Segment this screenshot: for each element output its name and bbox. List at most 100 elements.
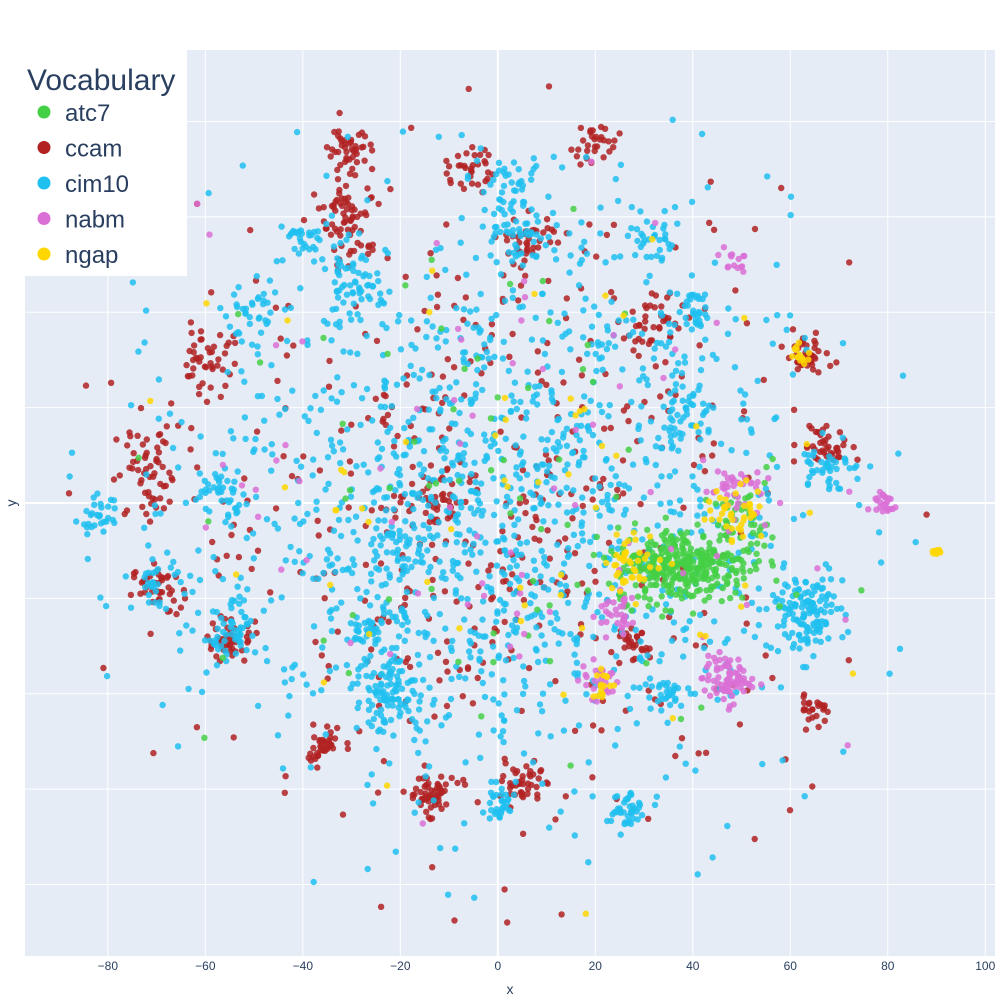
data-point <box>732 589 739 596</box>
data-point <box>625 446 632 453</box>
data-point <box>491 440 498 447</box>
data-point <box>399 128 407 135</box>
data-point <box>576 458 583 466</box>
data-point <box>201 637 209 644</box>
legend-item-ngap[interactable]: ngap <box>37 242 119 269</box>
data-point <box>152 510 159 518</box>
data-point <box>511 532 518 539</box>
data-point <box>320 317 328 325</box>
data-point <box>198 688 206 696</box>
data-point <box>625 485 633 492</box>
data-point <box>562 697 569 704</box>
data-point <box>242 435 249 443</box>
data-point <box>741 314 748 322</box>
data-point <box>703 488 710 495</box>
data-point <box>400 555 407 562</box>
data-point <box>714 696 721 703</box>
data-point <box>442 338 449 345</box>
data-point <box>739 594 746 601</box>
data-point <box>697 611 704 619</box>
data-point <box>464 601 471 608</box>
data-point <box>254 351 261 358</box>
data-point <box>659 613 666 620</box>
data-point <box>444 515 451 522</box>
data-point <box>516 179 523 186</box>
data-point <box>327 581 334 589</box>
data-point <box>692 767 699 774</box>
data-point <box>764 491 771 498</box>
data-point <box>630 552 637 559</box>
data-point <box>488 238 495 245</box>
data-point <box>512 769 519 777</box>
data-point <box>678 735 686 742</box>
data-point <box>437 406 444 413</box>
data-point <box>625 567 632 575</box>
data-point <box>613 611 621 618</box>
data-point <box>415 534 422 542</box>
data-point <box>218 497 225 504</box>
data-point <box>867 463 874 470</box>
data-point <box>805 356 812 363</box>
data-point <box>778 184 785 192</box>
data-point <box>300 453 307 460</box>
data-point <box>827 576 835 583</box>
data-point <box>701 597 708 604</box>
data-point <box>197 336 204 343</box>
data-point <box>485 567 492 574</box>
data-point <box>332 568 339 576</box>
data-point <box>578 522 585 530</box>
data-point <box>565 551 573 559</box>
data-point <box>426 653 434 661</box>
data-point <box>689 610 697 617</box>
data-point <box>364 282 371 289</box>
data-point <box>644 526 651 534</box>
data-point <box>580 334 587 341</box>
data-point <box>487 181 494 188</box>
data-point <box>425 763 433 770</box>
data-point <box>325 662 332 670</box>
data-point <box>478 668 485 675</box>
data-point <box>187 446 194 453</box>
legend-item-cim10[interactable]: cim10 <box>37 171 130 198</box>
data-point <box>671 551 678 558</box>
data-point <box>427 493 435 501</box>
data-point <box>433 506 441 513</box>
x-tick-label: 100 <box>975 959 995 973</box>
data-point <box>685 565 693 572</box>
data-point <box>337 161 344 169</box>
data-point <box>203 669 210 676</box>
data-point <box>393 381 401 388</box>
data-point <box>854 456 861 463</box>
data-point <box>485 355 492 362</box>
data-point <box>814 565 821 572</box>
data-point <box>522 415 530 422</box>
data-point <box>364 197 371 204</box>
data-point <box>377 712 385 719</box>
data-point <box>620 490 627 497</box>
data-point <box>589 488 596 495</box>
data-point <box>166 590 173 598</box>
x-tick-label: 60 <box>784 959 798 973</box>
data-point <box>205 189 212 197</box>
legend-item-ccam[interactable]: ccam <box>37 136 123 163</box>
data-point <box>408 480 416 488</box>
data-point <box>355 666 362 673</box>
data-point <box>669 372 676 379</box>
data-point <box>624 636 631 643</box>
data-point <box>538 499 545 506</box>
data-point <box>761 479 768 487</box>
data-point <box>448 675 455 683</box>
data-point <box>530 771 537 778</box>
data-point <box>331 279 338 286</box>
data-point <box>923 511 930 518</box>
legend-item-nabm[interactable]: nabm <box>37 207 126 234</box>
data-point <box>479 616 486 623</box>
data-point <box>194 200 201 207</box>
legend-item-atc7[interactable]: atc7 <box>37 100 111 127</box>
data-point <box>534 348 541 355</box>
data-point <box>134 432 141 439</box>
data-point <box>741 502 748 510</box>
data-point <box>188 424 195 432</box>
data-point <box>754 488 761 495</box>
